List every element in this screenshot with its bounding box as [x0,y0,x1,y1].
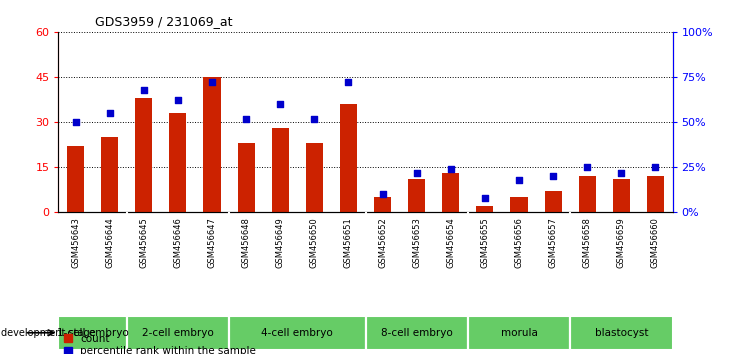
Text: GSM456643: GSM456643 [71,217,80,268]
Text: GSM456660: GSM456660 [651,217,660,268]
Text: morula: morula [501,328,537,338]
Bar [579,176,596,212]
Text: GSM456646: GSM456646 [173,217,182,268]
Bar [135,98,152,212]
Point [411,170,423,176]
Bar [340,104,357,212]
Text: GDS3959 / 231069_at: GDS3959 / 231069_at [95,15,232,28]
Bar [570,316,673,350]
Bar [101,137,118,212]
Text: GSM456645: GSM456645 [140,217,148,268]
Bar [510,198,528,212]
Text: blastocyst: blastocyst [594,328,648,338]
Bar [58,316,126,350]
Bar [468,316,570,350]
Point [206,80,218,85]
Text: GSM456649: GSM456649 [276,217,284,268]
Bar [272,128,289,212]
Point [69,119,81,125]
Bar [238,143,254,212]
Point [513,177,525,183]
Bar [170,113,186,212]
Text: GSM456653: GSM456653 [412,217,421,268]
Text: 2-cell embryo: 2-cell embryo [142,328,213,338]
Text: GSM456659: GSM456659 [617,217,626,268]
Bar [545,191,561,212]
Bar [408,179,425,212]
Point [138,87,150,92]
Bar [229,316,366,350]
Bar [477,206,493,212]
Text: 8-cell embryo: 8-cell embryo [381,328,452,338]
Bar [203,77,221,212]
Text: 4-cell embryo: 4-cell embryo [262,328,333,338]
Text: GSM456650: GSM456650 [310,217,319,268]
Point [172,98,183,103]
Bar [374,198,391,212]
Bar [306,143,323,212]
Text: GSM456658: GSM456658 [583,217,591,268]
Point [104,110,115,116]
Point [616,170,627,176]
Bar [126,316,229,350]
Text: GSM456655: GSM456655 [480,217,489,268]
Point [548,173,559,179]
Point [445,166,457,172]
Text: GSM456656: GSM456656 [515,217,523,268]
Point [479,195,491,201]
Text: GSM456648: GSM456648 [242,217,251,268]
Point [274,101,286,107]
Text: development stage: development stage [1,328,95,338]
Point [343,80,355,85]
Text: GSM456654: GSM456654 [447,217,455,268]
Point [240,116,252,121]
Text: GSM456657: GSM456657 [549,217,558,268]
Text: 1-cell embryo: 1-cell embryo [57,328,129,338]
Bar [442,173,459,212]
Legend: count, percentile rank within the sample: count, percentile rank within the sample [64,334,257,354]
Text: GSM456647: GSM456647 [208,217,216,268]
Text: GSM456651: GSM456651 [344,217,353,268]
Point [376,192,388,197]
Bar [67,146,84,212]
Point [308,116,320,121]
Bar [366,316,468,350]
Point [650,164,662,170]
Bar [613,179,630,212]
Bar [647,176,664,212]
Text: GSM456652: GSM456652 [378,217,387,268]
Point [581,164,593,170]
Text: GSM456644: GSM456644 [105,217,114,268]
